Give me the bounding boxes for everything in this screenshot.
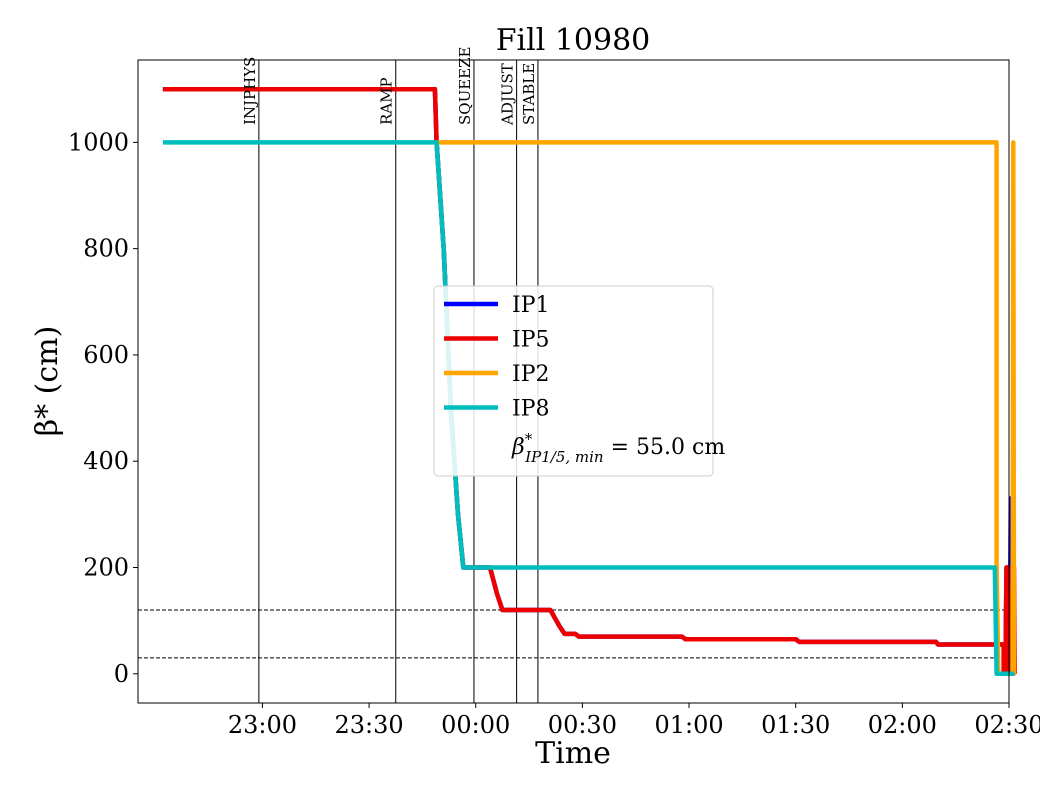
x-tick-label: 23:30 [334, 711, 403, 739]
phase-label-injphys: INJPHYS [241, 57, 259, 125]
min-note-sub: IP1/5, min [524, 448, 603, 466]
y-tick-label: 600 [83, 341, 129, 369]
x-tick-label: 01:00 [654, 711, 723, 739]
axes-frame [137, 59, 1010, 704]
x-tick-label: 23:00 [228, 711, 297, 739]
legend: IP1 IP5 IP2 IP8 β* IP1/5, min = 55.0 cm [433, 285, 725, 477]
phase-label-ramp: RAMP [378, 77, 396, 125]
min-note-rest: = 55.0 cm [604, 435, 726, 460]
x-tick-label: 00:30 [548, 711, 617, 739]
x-tick-label: 02:30 [974, 711, 1040, 739]
legend-label-ip8: IP8 [512, 397, 550, 422]
phase-label-squeeze: SQUEEZE [456, 47, 474, 126]
chart-title: Fill 10980 [496, 23, 651, 58]
legend-label-ip1: IP1 [512, 293, 550, 318]
phase-labels: INJPHYS RAMP SQUEEZE ADJUST STABLE [241, 47, 538, 127]
y-axis-label: β* (cm) [30, 326, 65, 437]
legend-label-ip2: IP2 [512, 362, 550, 387]
y-tick-label: 800 [83, 235, 129, 263]
series-line-ip8 [162, 140, 1015, 677]
y-tick-label: 1000 [68, 128, 129, 156]
phase-label-adjust: ADJUST [499, 63, 517, 126]
legend-entries: IP1 IP5 IP2 IP8 [444, 293, 550, 422]
phase-label-stable: STABLE [520, 63, 538, 125]
x-tick-label: 01:30 [761, 711, 830, 739]
x-tick-label: 00:00 [441, 711, 510, 739]
y-tick-label: 0 [114, 660, 129, 688]
min-note-sup: * [525, 430, 533, 448]
x-axis-label: Time [535, 736, 611, 771]
legend-label-ip5: IP5 [512, 328, 550, 353]
y-tick-label: 200 [83, 553, 129, 581]
legend-box [433, 285, 714, 477]
x-tick-label: 02:00 [868, 711, 937, 739]
y-tick-label: 400 [83, 447, 129, 475]
legend-min-beta-note: β* IP1/5, min = 55.0 cm [511, 430, 725, 466]
axis-ticks: 23:00 23:30 00:00 00:30 01:00 01:30 02:00 02:30… [68, 128, 1040, 739]
min-note-symbol: β [511, 435, 525, 460]
series-lines [162, 86, 1017, 677]
